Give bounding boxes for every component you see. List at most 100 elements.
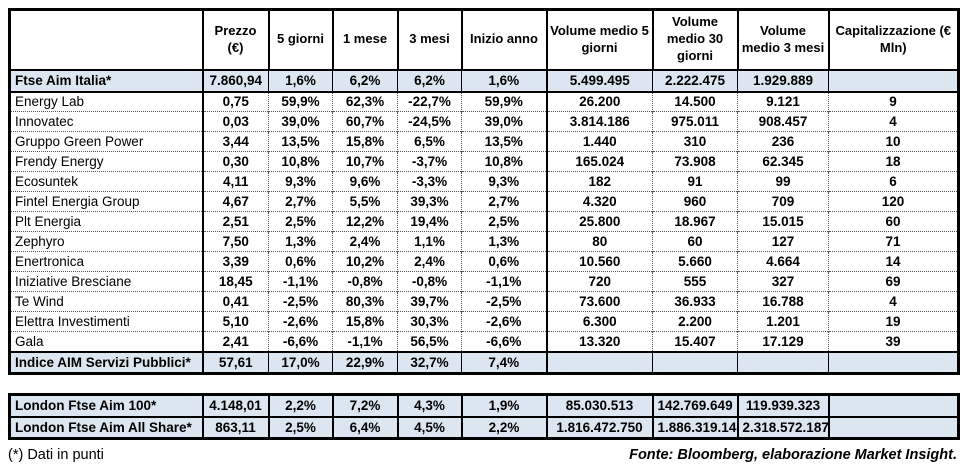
value-cell: 17.129 [737,331,829,352]
table-row: London Ftse Aim All Share* 863,11 2,5% 6,4%… [9,415,959,440]
value-cell: 1,3% [461,231,547,252]
col-header-capitalizzazione: Capitalizzazione (€ Mln) [827,8,960,71]
value-cell: 0,6% [461,251,547,272]
value-cell: 80,3% [332,291,398,312]
value-cell: 4,3% [396,393,462,418]
value-cell: 4 [828,291,959,312]
value-cell: 0,03 [201,111,269,132]
value-cell: 80 [545,231,653,252]
value-cell: 39,0% [461,111,547,132]
value-cell: 6 [828,171,959,192]
value-cell: 5.660 [652,251,738,272]
value-cell: 73.600 [545,291,653,312]
value-cell: 1,1% [397,231,462,252]
value-cell: 60 [828,211,959,232]
value-cell: 71 [828,231,959,252]
value-cell: 1.201 [737,311,829,332]
value-cell: 4,11 [201,171,269,192]
value-cell: 7,4% [461,350,547,375]
row-name-cell: London Ftse Aim All Share* [9,415,203,440]
value-cell: 15,8% [332,311,398,332]
value-cell: 85.030.513 [545,393,653,418]
table-row: Elettra Investimenti 5,10 -2,6% 15,8% 30,3% -… [9,311,959,332]
value-cell: 10,2% [332,251,398,272]
row-name-cell: Indice AIM Servizi Pubblici* [9,350,203,375]
value-cell: 709 [737,191,829,212]
value-cell: 13,5% [268,131,333,152]
value-cell: 39,3% [397,191,462,212]
value-cell: 2.200 [652,311,738,332]
table-row: Innovatec 0,03 39,0% 60,7% -24,5% 39,0% 3.814.… [9,111,959,132]
value-cell: 4 [828,111,959,132]
row-name-cell: Ftse Aim Italia* [9,68,203,93]
row-name-cell: Fintel Energia Group [9,191,203,212]
value-cell: 2,5% [268,211,333,232]
value-cell: 1,6% [461,68,547,93]
value-cell: 3.814.186 [545,111,653,132]
value-cell: 4.148,01 [201,393,269,418]
value-cell: 6,4% [331,415,398,440]
value-cell: 10,7% [332,151,398,172]
table-row: Iniziative Bresciane 18,45 -1,1% -0,8% -0,8%… [9,271,959,292]
table-footer: (*) Dati in punti Fonte: Bloomberg, elab… [8,447,957,463]
col-header-5-giorni: 5 giorni [267,8,334,71]
value-cell: 2,5% [461,211,547,232]
source-credit: Fonte: Bloomberg, elaborazione Market In… [629,447,957,463]
table-row: Plt Energia 2,51 2,5% 12,2% 19,4% 2,5% 25.800 1… [9,211,959,232]
value-cell: 2.222.475 [652,68,738,93]
row-name-cell: Enertronica [9,251,203,272]
value-cell: 2,5% [267,415,333,440]
value-cell [827,415,959,440]
value-cell: 12,2% [332,211,398,232]
value-cell: 13.320 [545,331,653,352]
value-cell: 9 [828,91,959,112]
row-name-cell: Gala [9,331,203,352]
aim-italia-table: Prezzo (€) 5 giorni 1 mese 3 mesi Inizio… [8,8,960,375]
row-name-cell: Te Wind [9,291,203,312]
value-cell: 3,39 [201,251,269,272]
value-cell: 555 [652,271,738,292]
value-cell: 32,7% [397,350,462,375]
value-cell [828,68,959,93]
value-cell: 2.318.572.187 [736,415,829,440]
table-row: Te Wind 0,41 -2,5% 80,3% 39,7% -2,5% 73.600 36.… [9,291,959,312]
row-name-cell: Ecosuntek [9,171,203,192]
col-header-1-mese: 1 mese [331,8,399,71]
value-cell: -2,6% [268,311,333,332]
value-cell: 1,9% [460,393,547,418]
value-cell: 2,2% [460,415,547,440]
value-cell [828,350,959,375]
value-cell: 1,6% [268,68,333,93]
table-row: Ftse Aim Italia* 7.860,94 1,6% 6,2% 6,2% 1,6%… [9,68,959,93]
value-cell: 6.300 [545,311,653,332]
value-cell: 15.407 [652,331,738,352]
value-cell: 4.664 [737,251,829,272]
value-cell: 4,67 [201,191,269,212]
corner-cell [8,8,204,71]
value-cell: 17,0% [268,350,333,375]
value-cell: 91 [652,171,738,192]
value-cell: 720 [545,271,653,292]
row-name-cell: Energy Lab [9,91,203,112]
value-cell: -2,6% [461,311,547,332]
table-row: Fintel Energia Group 4,67 2,7% 5,5% 39,3% 2,7… [9,191,959,212]
value-cell: 15,8% [332,131,398,152]
value-cell: 7.860,94 [201,68,269,93]
table-row: Enertronica 3,39 0,6% 10,2% 2,4% 0,6% 10.560 5.… [9,251,959,272]
value-cell: 22,9% [332,350,398,375]
col-header-3-mesi: 3 mesi [396,8,463,71]
table-row: Energy Lab 0,75 59,9% 62,3% -22,7% 59,9% 26.20… [9,91,959,112]
value-cell: 0,6% [268,251,333,272]
value-cell: 0,75 [201,91,269,112]
value-cell: 120 [828,191,959,212]
value-cell: 6,2% [332,68,398,93]
col-header-volume-5-giorni: Volume medio 5 giorni [545,8,654,71]
value-cell: 19,4% [397,211,462,232]
value-cell: 1.440 [545,131,653,152]
value-cell: 2,51 [201,211,269,232]
value-cell: 9,3% [461,171,547,192]
value-cell: -24,5% [397,111,462,132]
table-row: Ecosuntek 4,11 9,3% 9,6% -3,3% 9,3% 182 91 99 6 [9,171,959,192]
value-cell [652,350,738,375]
value-cell: 60,7% [332,111,398,132]
